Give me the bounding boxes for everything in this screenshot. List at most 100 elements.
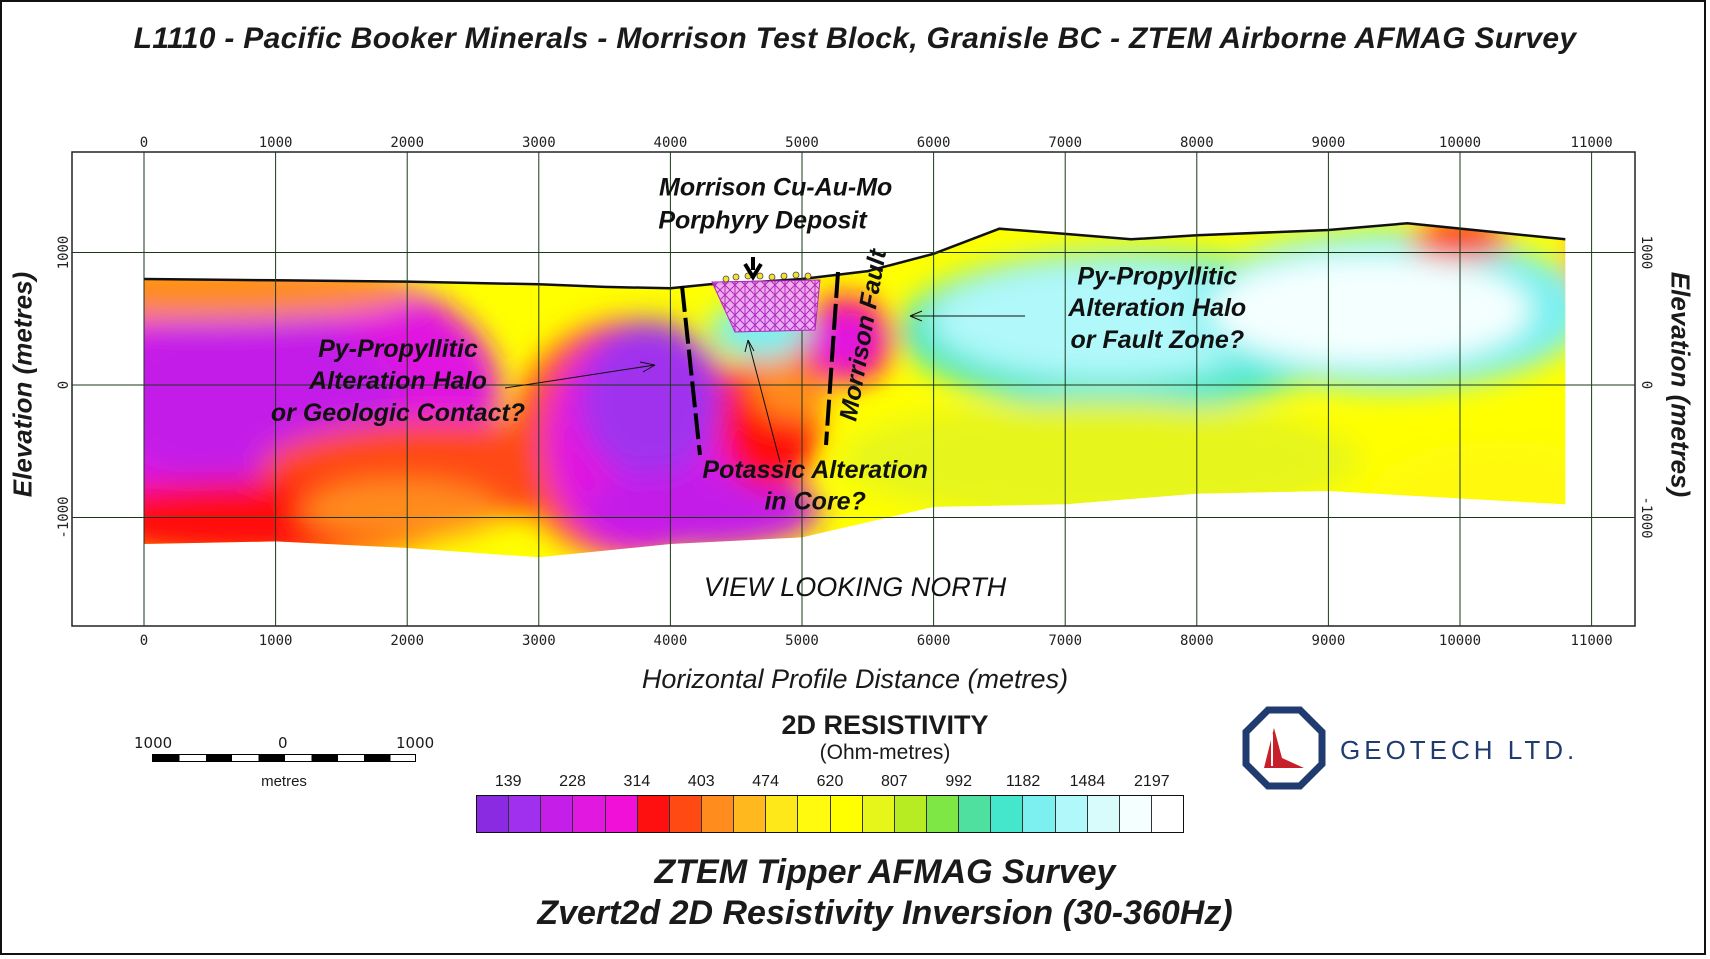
x-tick-top-4: 4000 [654, 135, 688, 151]
x-tick-bottom-9: 9000 [1312, 633, 1346, 649]
y-tick-right-1: 0 [1638, 381, 1654, 389]
x-tick-top-10: 10000 [1439, 135, 1481, 151]
colorbar-swatch-12 [862, 796, 895, 832]
y-tick-left-0: 1000 [56, 236, 72, 270]
geotech-logo-icon [1242, 706, 1326, 790]
colorbar-swatch-21 [1151, 796, 1184, 832]
y-tick-right-0: 1000 [1638, 236, 1654, 270]
scale-bar-right-label: 1000 [396, 734, 435, 752]
annotation-1: Porphyry Deposit [658, 207, 868, 235]
colorbar-title: 2D RESISTIVITY [781, 710, 989, 740]
colorbar-tick-4: 474 [752, 773, 779, 790]
colorbar-swatch-16 [991, 796, 1024, 832]
colorbar-swatch-13 [894, 796, 927, 832]
footer-line-2: Zvert2d 2D Resistivity Inversion (30-360… [537, 894, 1233, 932]
x-tick-bottom-10: 10000 [1439, 633, 1481, 649]
x-tick-top-11: 11000 [1571, 135, 1613, 151]
colorbar-swatch-18 [1055, 796, 1088, 832]
colorbar-tick-10: 2197 [1134, 773, 1170, 790]
colorbar-swatch-17 [1023, 796, 1056, 832]
deposit-arrow-icon [743, 257, 763, 281]
colorbar-swatch-2 [541, 796, 574, 832]
view-note: VIEW LOOKING NORTH [704, 572, 1007, 602]
colorbar-swatch-10 [798, 796, 831, 832]
colorbar-tick-6: 807 [881, 773, 908, 790]
colorbar-tick-2: 314 [623, 773, 651, 790]
x-tick-top-1: 1000 [259, 135, 293, 151]
colorbar-tick-0: 139 [494, 773, 522, 790]
annotation-3: Alteration Halo [308, 367, 487, 395]
colorbar-swatch-0 [477, 796, 510, 832]
colorbar-swatch-15 [959, 796, 992, 832]
colorbar-tick-5: 620 [816, 773, 844, 790]
x-tick-bottom-7: 7000 [1048, 633, 1082, 649]
annotation-8: Alteration Halo [1067, 294, 1246, 322]
colorbar-tick-8: 1182 [1005, 773, 1041, 790]
x-tick-top-2: 2000 [390, 135, 424, 151]
y-tick-left-1: 0 [56, 381, 72, 389]
annotation-9: or Fault Zone? [1071, 326, 1245, 354]
y-tick-labels-left: 1000 0 -1000 [56, 236, 72, 539]
annotation-2: Py-Propyllitic [318, 335, 478, 363]
colorbar-swatch-3 [573, 796, 606, 832]
annotation-6: in Core? [764, 488, 865, 516]
x-tick-bottom-6: 6000 [917, 633, 951, 649]
page-title: L1110 - Pacific Booker Minerals - Morris… [133, 22, 1577, 55]
grid [72, 152, 1635, 626]
colorbar-tick-1: 228 [559, 773, 586, 790]
scale-bar: 1000 0 1000 metres [130, 734, 434, 794]
x-tick-top-5: 5000 [785, 135, 819, 151]
colorbar-swatch-1 [509, 796, 542, 832]
colorbar-swatch-9 [766, 796, 799, 832]
brand-name: GEOTECH LTD. [1340, 735, 1579, 765]
scale-bar-unit: metres [261, 773, 307, 790]
colorbar-swatch-20 [1119, 796, 1152, 832]
x-tick-bottom-2: 2000 [390, 633, 424, 649]
x-axis-label: Horizontal Profile Distance (metres) [641, 664, 1069, 694]
annotation-leaders [504, 310, 1025, 463]
x-tick-labels-bottom: 0 1000 2000 3000 4000 5000 6000 7000 8000 9000 100… [140, 633, 1613, 649]
annotation-0: Morrison Cu-Au-Mo [659, 174, 892, 202]
colorbar-tick-7: 992 [945, 773, 973, 790]
x-tick-top-3: 3000 [522, 135, 556, 151]
x-tick-top-9: 9000 [1312, 135, 1346, 151]
scale-bar-graphic [152, 754, 416, 762]
scale-bar-mid-label: 0 [278, 734, 288, 752]
footer-line-1: ZTEM Tipper AFMAG Survey [654, 853, 1116, 891]
colorbar-swatch-7 [701, 796, 735, 832]
colorbar-unit: (Ohm-metres) [819, 741, 951, 764]
x-tick-top-0: 0 [140, 135, 148, 151]
x-tick-top-6: 6000 [917, 135, 951, 151]
x-tick-bottom-11: 11000 [1571, 633, 1613, 649]
fault-line-west [680, 285, 702, 456]
scale-bar-left-label: 1000 [134, 734, 173, 752]
colorbar-tick-9: 1484 [1069, 773, 1106, 790]
annotation-5: Potassic Alteration [702, 456, 928, 484]
x-tick-labels-top: 0 1000 2000 3000 4000 5000 6000 7000 8000 9000 100… [140, 135, 1613, 151]
x-tick-bottom-0: 0 [140, 633, 148, 649]
colorbar-swatch-11 [830, 796, 863, 832]
colorbar-swatch-14 [926, 796, 960, 832]
deposit-outline [711, 279, 821, 333]
annotations: Morrison Cu-Au-Mo Porphyry Deposit Py-Prop… [271, 174, 1246, 516]
x-tick-bottom-3: 3000 [522, 633, 556, 649]
colorbar-swatch-8 [734, 796, 767, 832]
colorbar-swatch-19 [1087, 796, 1120, 832]
x-tick-bottom-4: 4000 [654, 633, 688, 649]
x-tick-bottom-8: 8000 [1180, 633, 1214, 649]
y-tick-right-2: -1000 [1638, 496, 1654, 538]
colorbar-swatch-4 [605, 796, 638, 832]
annotation-4: or Geologic Contact? [271, 399, 525, 427]
colorbar-swatch-6 [669, 796, 702, 832]
annotation-7: Py-Propyllitic [1077, 262, 1237, 290]
x-tick-top-7: 7000 [1048, 135, 1082, 151]
x-tick-bottom-1: 1000 [259, 633, 293, 649]
fault-line-morrison [824, 271, 840, 446]
colorbar-tick-3: 403 [687, 773, 715, 790]
y-tick-labels-right: 1000 0 -1000 [1638, 236, 1654, 539]
colorbar [476, 795, 1184, 833]
y-tick-left-2: -1000 [56, 496, 72, 538]
colorbar-swatch-5 [637, 796, 670, 832]
